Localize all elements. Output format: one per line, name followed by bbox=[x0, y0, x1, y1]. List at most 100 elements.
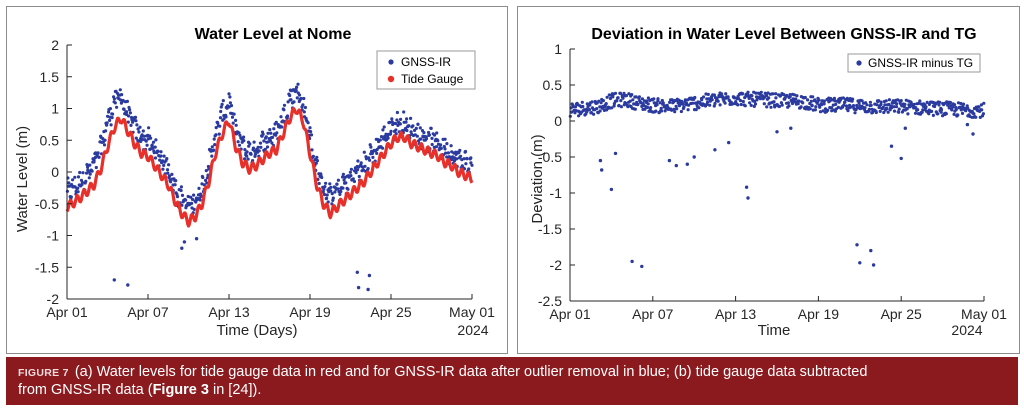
outlier-point bbox=[194, 237, 199, 241]
data-point bbox=[381, 128, 385, 132]
data-point bbox=[750, 94, 754, 98]
data-point bbox=[161, 167, 165, 171]
data-point bbox=[771, 92, 775, 96]
caption-line-1: FIGURE 7 (a) Water levels for tide gauge … bbox=[18, 364, 1006, 382]
data-point bbox=[405, 117, 409, 121]
data-point bbox=[886, 110, 890, 114]
chart-a-legend-box bbox=[376, 50, 476, 90]
x-tick-label: Apr 19 bbox=[798, 306, 839, 322]
data-point bbox=[459, 154, 463, 158]
data-point bbox=[621, 96, 625, 100]
data-point bbox=[927, 112, 931, 116]
legend-gnss-label: GNSS-IR bbox=[401, 55, 451, 69]
data-point bbox=[154, 138, 158, 142]
data-point bbox=[151, 146, 155, 150]
data-point bbox=[111, 112, 115, 116]
data-point bbox=[846, 109, 850, 113]
data-point bbox=[314, 161, 318, 165]
data-point bbox=[863, 106, 867, 110]
data-point bbox=[94, 165, 98, 170]
data-point bbox=[755, 98, 759, 102]
data-point bbox=[795, 94, 799, 98]
data-point bbox=[108, 118, 112, 122]
data-point bbox=[618, 91, 623, 95]
data-point bbox=[656, 97, 660, 101]
data-point bbox=[597, 99, 601, 103]
data-point bbox=[134, 119, 138, 123]
data-point bbox=[344, 181, 348, 185]
data-point bbox=[608, 96, 612, 101]
data-point bbox=[851, 97, 855, 101]
data-point bbox=[125, 99, 129, 103]
data-point bbox=[686, 108, 690, 112]
data-point bbox=[820, 103, 824, 107]
data-point bbox=[102, 143, 107, 147]
data-point bbox=[879, 100, 883, 104]
x-tick-label: Apr 07 bbox=[127, 304, 168, 320]
data-point bbox=[96, 151, 100, 155]
y-tick-label: 2 bbox=[51, 37, 59, 53]
outlier-point bbox=[180, 246, 184, 250]
data-point bbox=[573, 105, 578, 109]
data-point bbox=[659, 109, 664, 113]
data-point bbox=[395, 118, 399, 122]
data-point bbox=[469, 161, 473, 165]
outlier-point bbox=[685, 162, 689, 166]
data-point bbox=[118, 88, 122, 92]
data-point bbox=[899, 99, 903, 103]
series-markers-gnss-ir bbox=[65, 82, 474, 292]
y-tick-label: -2 bbox=[47, 291, 60, 307]
data-point bbox=[434, 145, 438, 149]
data-point bbox=[611, 95, 615, 99]
data-point bbox=[78, 170, 82, 175]
outlier-point bbox=[869, 248, 873, 253]
data-point bbox=[912, 102, 916, 106]
data-point bbox=[88, 172, 92, 176]
data-point bbox=[71, 178, 75, 182]
data-point bbox=[951, 105, 955, 109]
data-point bbox=[302, 96, 306, 101]
data-point bbox=[424, 137, 429, 141]
chart-a-ylabel: Water Level (m) bbox=[14, 126, 31, 232]
chart-b-year-label: 2024 bbox=[951, 322, 982, 338]
data-point bbox=[833, 99, 837, 103]
data-point bbox=[681, 102, 685, 106]
data-point bbox=[125, 110, 129, 114]
data-point bbox=[201, 175, 205, 180]
data-point bbox=[179, 185, 183, 189]
data-point bbox=[292, 100, 296, 104]
data-point bbox=[883, 103, 887, 107]
data-point bbox=[595, 107, 599, 111]
data-point bbox=[80, 180, 84, 185]
data-point bbox=[234, 123, 238, 127]
data-point bbox=[634, 95, 638, 99]
data-point bbox=[378, 138, 382, 142]
data-point bbox=[874, 110, 878, 115]
y-tick-label: 1.5 bbox=[40, 69, 60, 85]
data-point bbox=[232, 112, 236, 116]
data-point bbox=[261, 132, 265, 136]
data-point bbox=[585, 102, 589, 106]
data-point bbox=[619, 105, 623, 109]
data-point bbox=[628, 99, 632, 103]
data-point bbox=[887, 102, 891, 107]
y-tick-label: -2 bbox=[550, 257, 563, 273]
data-point bbox=[454, 157, 459, 161]
outlier-point bbox=[899, 156, 903, 161]
data-point bbox=[868, 100, 872, 104]
data-point bbox=[585, 110, 589, 114]
data-point bbox=[76, 190, 80, 194]
data-point bbox=[141, 129, 145, 133]
data-point bbox=[694, 108, 698, 112]
data-point bbox=[113, 101, 117, 105]
data-point bbox=[829, 106, 834, 110]
data-point bbox=[749, 103, 753, 107]
data-point bbox=[341, 186, 345, 190]
data-point bbox=[950, 108, 954, 112]
outlier-point bbox=[789, 126, 793, 130]
data-point bbox=[189, 195, 193, 199]
data-point bbox=[445, 155, 449, 159]
data-point bbox=[853, 111, 857, 115]
chart-a-axes: Apr 01 Apr 07 Apr 13 Apr 19 Apr 25 May 01 -2 -1… bbox=[35, 37, 495, 320]
data-point bbox=[368, 143, 372, 147]
